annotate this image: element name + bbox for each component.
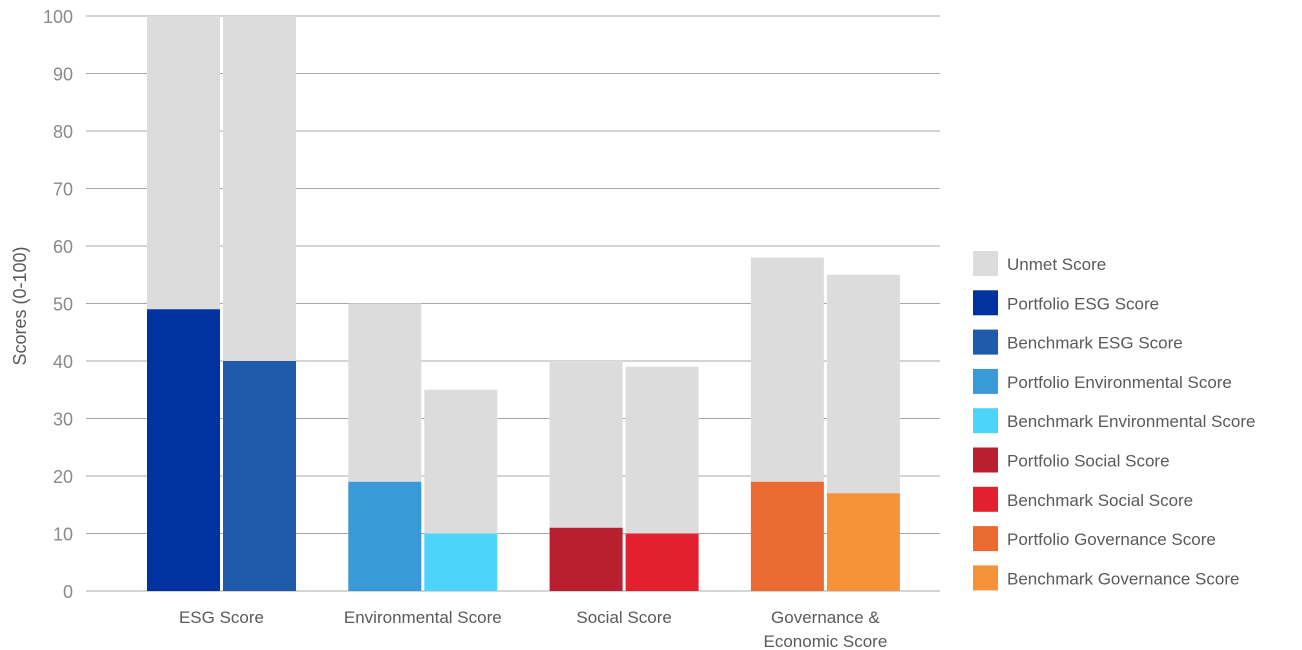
legend-label: Unmet Score bbox=[1007, 255, 1106, 274]
bar-unmet-segment bbox=[223, 16, 296, 361]
category-label: Social Score bbox=[576, 608, 671, 627]
category-label: Governance & bbox=[771, 608, 880, 627]
y-tick-label: 10 bbox=[53, 525, 73, 545]
legend-label: Benchmark Environmental Score bbox=[1007, 412, 1256, 431]
legend-swatch bbox=[973, 526, 998, 552]
bar-score-segment bbox=[826, 493, 900, 591]
legend-label: Portfolio Social Score bbox=[1007, 452, 1170, 471]
bar-unmet-segment bbox=[348, 303, 422, 482]
y-tick-label: 40 bbox=[53, 352, 73, 372]
category-label: ESG Score bbox=[179, 608, 264, 627]
bar-score-segment bbox=[348, 481, 422, 591]
bar-score-segment bbox=[625, 533, 699, 591]
y-tick-label: 0 bbox=[63, 582, 73, 602]
legend-label: Portfolio Governance Score bbox=[1007, 530, 1216, 549]
legend-swatch bbox=[973, 290, 998, 316]
bar-unmet-segment bbox=[625, 366, 699, 534]
bar-unmet-segment bbox=[424, 389, 498, 534]
y-tick-label: 90 bbox=[53, 65, 73, 85]
legend-swatch bbox=[973, 565, 998, 591]
legend-swatch bbox=[973, 329, 998, 355]
bar-unmet-segment bbox=[826, 274, 900, 494]
legend-swatch bbox=[973, 251, 998, 276]
bar-unmet-segment bbox=[549, 361, 623, 528]
bar-score-segment bbox=[147, 309, 220, 591]
y-tick-label: 30 bbox=[53, 410, 73, 430]
legend-swatch bbox=[973, 368, 998, 394]
bar-unmet-segment bbox=[147, 16, 220, 310]
category-label: Economic Score bbox=[764, 632, 888, 650]
legend-label: Benchmark Social Score bbox=[1007, 491, 1193, 510]
bars bbox=[147, 16, 900, 591]
y-tick-label: 20 bbox=[53, 467, 73, 487]
legend-label: Portfolio Environmental Score bbox=[1007, 373, 1232, 392]
legend-swatch bbox=[973, 408, 998, 434]
bar-score-segment bbox=[223, 361, 296, 591]
x-axis-labels: ESG Score Environmental Score Social Score… bbox=[179, 608, 887, 650]
y-axis-title: Scores (0-100) bbox=[10, 246, 30, 365]
y-axis-ticks: 0 10 20 30 40 50 60 70 80 90 100 bbox=[43, 7, 73, 602]
y-tick-label: 80 bbox=[53, 122, 73, 142]
category-label: Environmental Score bbox=[344, 608, 502, 627]
legend-swatch bbox=[973, 447, 998, 473]
bar-unmet-segment bbox=[750, 257, 824, 482]
legend: Unmet Score Portfolio ESG Score Benchmark … bbox=[973, 251, 1256, 591]
y-tick-label: 60 bbox=[53, 237, 73, 257]
bar-score-segment bbox=[750, 481, 824, 591]
legend-label: Benchmark Governance Score bbox=[1007, 569, 1239, 588]
bar-score-segment bbox=[424, 533, 498, 591]
y-tick-label: 100 bbox=[43, 7, 73, 27]
legend-label: Portfolio ESG Score bbox=[1007, 294, 1159, 313]
legend-swatch bbox=[973, 486, 998, 512]
y-tick-label: 50 bbox=[53, 295, 73, 315]
bar-score-segment bbox=[549, 527, 623, 591]
y-tick-label: 70 bbox=[53, 180, 73, 200]
legend-label: Benchmark ESG Score bbox=[1007, 334, 1183, 353]
